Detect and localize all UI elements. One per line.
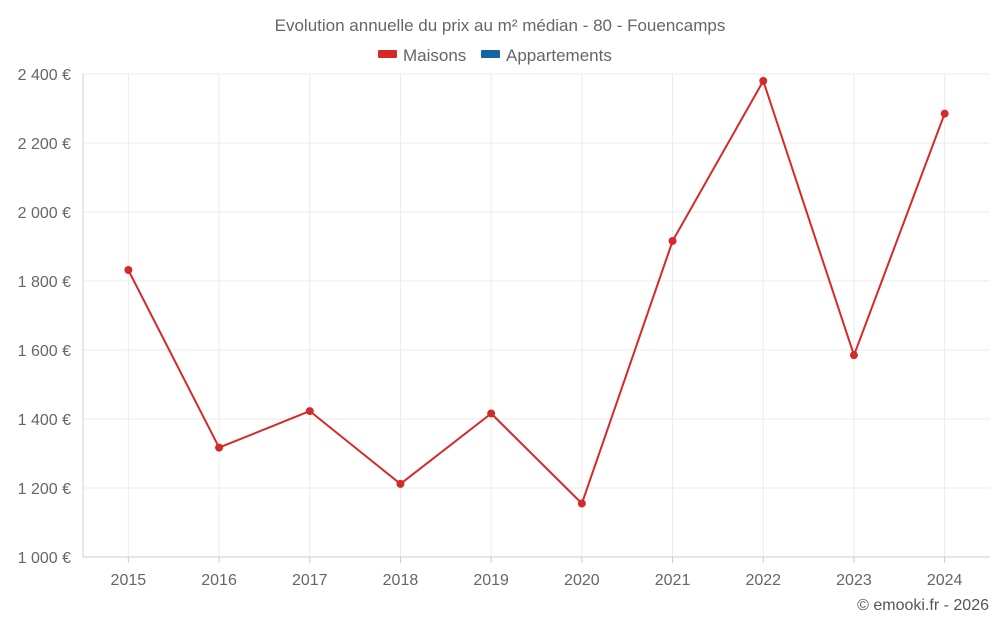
x-tick-label: 2021 <box>655 572 691 589</box>
y-tick-label: 1 800 € <box>18 274 71 291</box>
legend: Maisons Appartements <box>378 46 612 65</box>
series-line-maisons <box>127 79 946 505</box>
y-tick-label: 1 000 € <box>18 550 71 567</box>
data-point-maisons[interactable] <box>577 499 586 508</box>
legend-label-appartements: Appartements <box>506 46 612 65</box>
data-point-maisons[interactable] <box>396 479 405 488</box>
x-tick-label: 2016 <box>201 572 237 589</box>
legend-swatch-maisons <box>378 50 397 58</box>
x-tick-label: 2018 <box>383 572 419 589</box>
legend-item-appartements[interactable]: Appartements <box>481 46 612 65</box>
data-point-maisons[interactable] <box>215 443 224 452</box>
x-tick-label: 2022 <box>745 572 781 589</box>
x-tick-label: 2019 <box>473 572 509 589</box>
data-point-maisons[interactable] <box>940 109 949 118</box>
y-tick-label: 1 600 € <box>18 343 71 360</box>
legend-label-maisons: Maisons <box>403 46 466 65</box>
x-tick-label: 2017 <box>292 572 328 589</box>
y-tick-label: 2 400 € <box>18 67 71 84</box>
axes: 1 000 € 1 200 € 1 400 € 1 600 € 1 800 € 2 000… <box>18 67 990 589</box>
x-tick-label: 2023 <box>836 572 872 589</box>
x-tick-label: 2024 <box>927 572 963 589</box>
grid <box>83 73 990 557</box>
legend-swatch-appartements <box>481 50 500 58</box>
x-tick-label: 2020 <box>564 572 600 589</box>
series <box>124 76 949 508</box>
data-point-maisons[interactable] <box>305 407 314 416</box>
chart-title: Evolution annuelle du prix au m² médian … <box>275 16 726 35</box>
y-tick-label: 1 200 € <box>18 481 71 498</box>
data-point-maisons[interactable] <box>487 409 496 418</box>
data-point-maisons[interactable] <box>759 76 768 85</box>
credit-text: © emooki.fr - 2026 <box>857 597 989 614</box>
y-tick-label: 1 400 € <box>18 412 71 429</box>
x-tick-label: 2015 <box>111 572 147 589</box>
y-tick-label: 2 200 € <box>18 136 71 153</box>
legend-item-maisons[interactable]: Maisons <box>378 46 466 65</box>
data-point-maisons[interactable] <box>849 351 858 360</box>
y-tick-label: 2 000 € <box>18 205 71 222</box>
data-point-maisons[interactable] <box>668 236 677 245</box>
data-point-maisons[interactable] <box>124 265 133 274</box>
